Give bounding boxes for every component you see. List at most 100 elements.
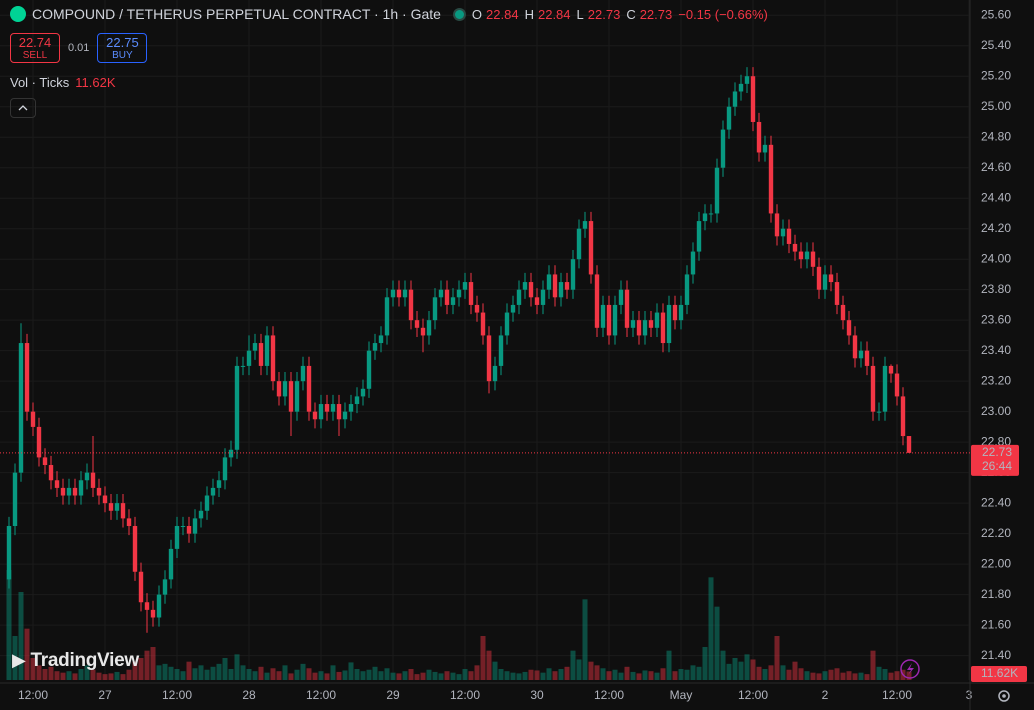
settings-button[interactable] [998, 690, 1010, 702]
volume-bar [708, 577, 714, 680]
candle-body [222, 457, 228, 481]
candle-body [366, 350, 372, 389]
volume-bar [102, 674, 108, 680]
settings-icon [1002, 694, 1006, 698]
candle-body [204, 495, 210, 511]
volume-bar [420, 672, 426, 680]
volume-bar [276, 671, 282, 680]
candle-body [234, 365, 240, 450]
volume-bar [60, 672, 66, 680]
lightning-button[interactable] [900, 659, 920, 679]
volume-tag [971, 666, 1027, 682]
candle-body [504, 312, 510, 336]
volume-bar [534, 670, 540, 680]
symbol-title[interactable]: COMPOUND / TETHERUS PERPETUAL CONTRACT ·… [32, 6, 441, 22]
volume-bar [540, 672, 546, 680]
volume-bar [366, 669, 372, 680]
candle-body [810, 251, 816, 267]
volume-bar [852, 673, 858, 680]
candle-body [894, 373, 900, 397]
candle-body [306, 365, 312, 412]
x-tick-label: 2 [822, 688, 829, 702]
candle-body [24, 343, 30, 412]
sell-button[interactable]: 22.74 SELL [10, 33, 60, 63]
sell-label: SELL [22, 50, 48, 61]
candle-body [822, 274, 828, 290]
volume-bar [396, 673, 402, 680]
candle-body [744, 76, 750, 84]
candle-body [426, 320, 432, 336]
y-tick-label: 24.20 [981, 221, 1011, 235]
x-tick-label: 12:00 [738, 688, 768, 702]
candle-body [888, 365, 894, 374]
candle-body [150, 609, 156, 618]
volume-bar [486, 650, 492, 680]
volume-bar [576, 659, 582, 680]
volume-bar [318, 671, 324, 680]
volume-bar [150, 647, 156, 680]
volume-bar [858, 672, 864, 680]
candle-body [516, 289, 522, 305]
low-label: L [576, 6, 584, 22]
candle-body [402, 289, 408, 298]
volume-bar [516, 673, 522, 680]
candle-body [618, 289, 624, 305]
candle-body [852, 335, 858, 359]
candle-body [132, 526, 138, 572]
candle-body [732, 91, 738, 107]
volume-bar [90, 669, 96, 680]
candle-body [492, 365, 498, 382]
buy-button[interactable]: 22.75 BUY [97, 33, 148, 63]
candle-body [660, 312, 666, 344]
volume-bar [18, 592, 24, 680]
brand-text: TradingView [30, 650, 140, 671]
volume-bar [642, 670, 648, 680]
candle-body [468, 282, 474, 305]
volume-bar [630, 671, 636, 680]
collapse-button[interactable] [10, 98, 36, 118]
candle-body [858, 350, 864, 359]
volume-bar [702, 647, 708, 680]
volume-bar [888, 672, 894, 680]
volume-bar [834, 668, 840, 680]
candle-body [360, 388, 366, 397]
volume-bar [648, 671, 654, 680]
volume-bar [186, 661, 192, 680]
candle-body [156, 594, 162, 618]
x-tick-label: 27 [98, 688, 112, 702]
volume-bar [204, 669, 210, 680]
candle-body [300, 365, 306, 382]
volume-bar [720, 650, 726, 680]
volume-bar [468, 671, 474, 680]
candle-body [294, 381, 300, 412]
candle-body [420, 327, 426, 336]
candle-body [264, 335, 270, 366]
last-price-tag [971, 444, 1019, 476]
volume-bar [288, 673, 294, 680]
high-label: H [524, 6, 534, 22]
volume-bar [324, 673, 330, 680]
volume-bar [906, 671, 912, 680]
candle-body [588, 221, 594, 275]
y-tick-label: 25.20 [981, 68, 1011, 82]
volume-bar [342, 670, 348, 680]
candle-body [30, 411, 36, 427]
y-tick-label: 24.00 [981, 251, 1011, 265]
volume-bar [138, 658, 144, 680]
volume-bar [612, 669, 618, 680]
volume-bar [162, 663, 168, 680]
volume-bar [222, 658, 228, 680]
volume-bar [6, 570, 12, 680]
x-tick-label: May [670, 688, 693, 702]
candle-body [846, 320, 852, 336]
volume-bar [234, 654, 240, 680]
volume-bar [144, 650, 150, 680]
volume-bar [282, 665, 288, 680]
candle-body [882, 365, 888, 412]
candle-body [378, 335, 384, 344]
candle-body [726, 106, 732, 130]
volume-bar [402, 671, 408, 680]
volume-bar [816, 673, 822, 680]
candle-body [462, 282, 468, 290]
volume-legend-title[interactable]: Vol · Ticks [10, 75, 70, 90]
